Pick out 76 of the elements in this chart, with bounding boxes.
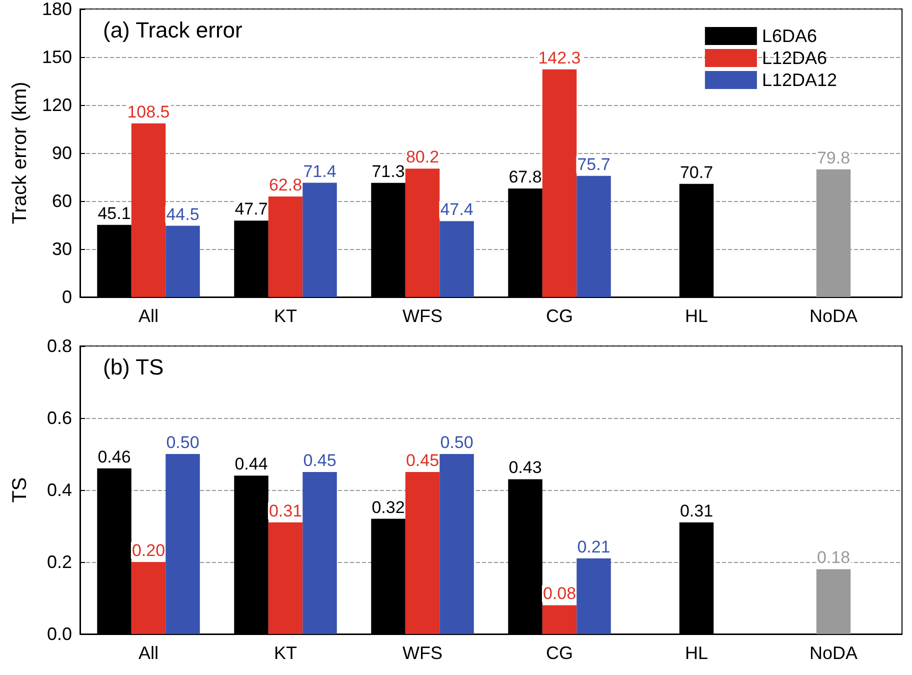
bar [576, 558, 611, 634]
bar [268, 196, 303, 297]
data-label: 0.08 [542, 584, 576, 604]
data-label: 71.3 [372, 162, 405, 181]
x-tick-label: NoDA [809, 306, 858, 326]
y-tick-label: 0 [62, 287, 72, 307]
legend-label: L6DA6 [762, 26, 817, 46]
bar [576, 176, 611, 297]
data-label: 0.46 [98, 447, 131, 466]
data-label: 0.21 [577, 537, 610, 556]
y-tick-label: 0.8 [46, 336, 72, 356]
data-label: 79.8 [816, 148, 850, 168]
data-label: 71.4 [303, 162, 336, 181]
y-tick-label: 30 [52, 239, 72, 259]
data-label: 108.5 [127, 102, 170, 122]
chart-title: (b) TS [103, 354, 164, 380]
y-tick-label: 60 [52, 191, 72, 211]
bar [268, 522, 303, 634]
bar [131, 123, 166, 297]
bar [440, 454, 474, 634]
bar [405, 168, 440, 297]
bar [166, 226, 200, 297]
x-tick-label: KT [274, 306, 298, 326]
data-label: 62.8 [268, 176, 302, 195]
data-label: 45.1 [98, 204, 131, 223]
data-label: 0.32 [372, 498, 405, 517]
x-tick-label: WFS [402, 306, 442, 326]
x-tick-label: CG [546, 306, 573, 326]
data-label: 0.50 [166, 433, 200, 452]
bar [302, 182, 337, 297]
legend-label: L12DA12 [762, 70, 838, 90]
x-tick-label: CG [546, 643, 573, 663]
y-tick-label: 0.4 [46, 480, 72, 500]
x-tick-label: WFS [402, 643, 442, 663]
y-tick-label: 90 [52, 143, 72, 163]
data-label: 0.43 [508, 458, 542, 478]
y-tick-label: 120 [42, 95, 72, 115]
data-label: 0.45 [406, 451, 440, 470]
data-label: 0.31 [680, 501, 714, 520]
y-tick-label: 0.2 [46, 552, 72, 572]
data-label: 44.5 [166, 204, 200, 224]
data-label: 0.44 [234, 454, 268, 474]
data-label: 67.8 [508, 168, 542, 187]
x-tick-label: KT [274, 643, 298, 663]
data-label: 47.7 [234, 200, 268, 219]
legend-label: L12DA6 [762, 48, 828, 68]
bar [816, 569, 851, 634]
bar [405, 472, 440, 634]
bar [131, 562, 166, 634]
y-tick-label: 0.0 [46, 624, 72, 644]
data-label: 0.45 [303, 451, 336, 470]
y-axis-title: TS [9, 477, 31, 503]
x-tick-label: HL [684, 643, 708, 663]
x-tick-label: HL [684, 306, 708, 326]
bar [440, 221, 474, 297]
y-axis-title: Track error (km) [9, 82, 31, 224]
data-label: 0.18 [816, 548, 850, 568]
bar [166, 454, 200, 634]
data-label: 142.3 [538, 48, 581, 68]
data-label: 80.2 [406, 148, 440, 167]
data-label: 0.31 [268, 501, 302, 520]
data-label: 0.20 [132, 541, 166, 560]
y-tick-label: 150 [42, 47, 72, 67]
data-label: 75.7 [577, 154, 610, 174]
data-label: 70.7 [680, 162, 714, 182]
bar [542, 605, 577, 634]
data-label: 47.4 [440, 200, 474, 220]
chart-title: (a) Track error [103, 18, 242, 42]
bar [542, 69, 577, 297]
data-label: 0.50 [440, 433, 474, 452]
x-tick-label: All [138, 643, 159, 663]
x-tick-label: All [138, 306, 159, 326]
y-tick-label: 0.6 [46, 408, 72, 428]
x-tick-label: NoDA [809, 643, 858, 663]
y-tick-label: 180 [42, 0, 72, 19]
bar [302, 472, 337, 634]
